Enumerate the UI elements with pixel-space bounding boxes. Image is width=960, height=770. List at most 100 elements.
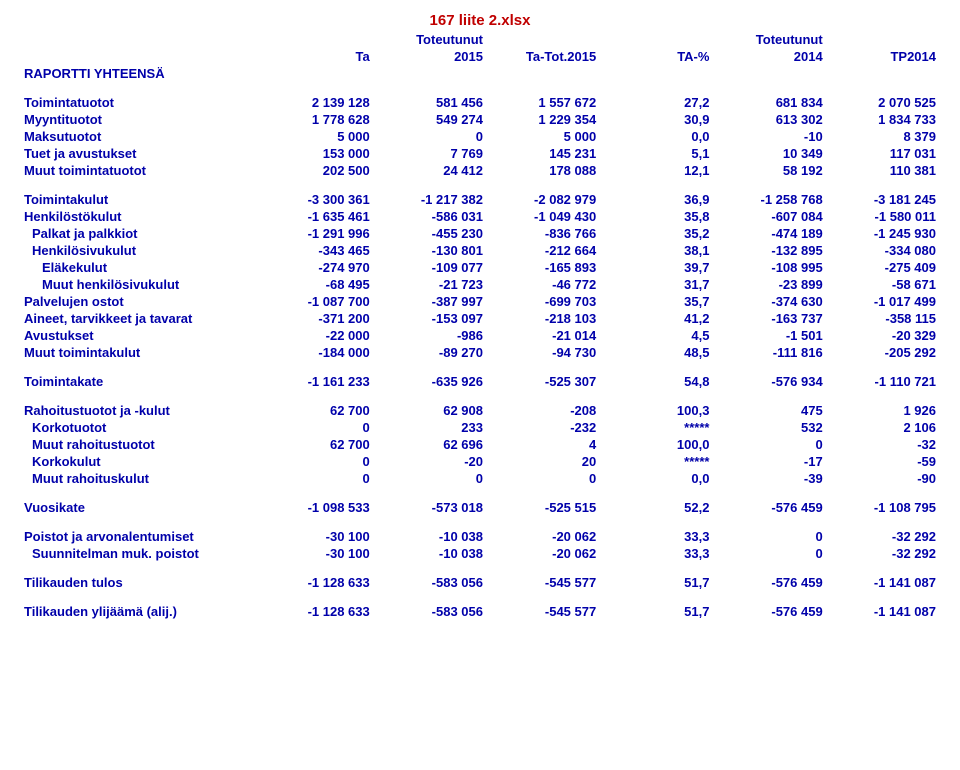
cell-value: -212 664 <box>487 242 600 259</box>
cell-value: 153 000 <box>261 145 374 162</box>
cell-value: 8 379 <box>827 128 940 145</box>
row-label: Muut rahoitustuotot <box>20 436 261 453</box>
table-row: Toimintakate-1 161 233-635 926-525 30754… <box>20 373 940 390</box>
cell-value: 27,2 <box>600 94 713 111</box>
row-label: Avustukset <box>20 327 261 344</box>
cell-value: -58 671 <box>827 276 940 293</box>
cell-value: 0 <box>261 470 374 487</box>
cell-value: -32 292 <box>827 545 940 562</box>
cell-value: -165 893 <box>487 259 600 276</box>
cell-value: 35,8 <box>600 208 713 225</box>
cell-value: 0,0 <box>600 470 713 487</box>
cell-value: 1 778 628 <box>261 111 374 128</box>
row-label: Toimintatuotot <box>20 94 261 111</box>
cell-value: -374 630 <box>713 293 826 310</box>
cell-value: 475 <box>713 402 826 419</box>
spacer-row <box>20 179 940 191</box>
cell-value: -23 899 <box>713 276 826 293</box>
cell-value: 532 <box>713 419 826 436</box>
cell-value: 36,9 <box>600 191 713 208</box>
row-label: Toimintakate <box>20 373 261 390</box>
row-label: Vuosikate <box>20 499 261 516</box>
table-row: Muut toimintatuotot202 50024 412178 0881… <box>20 162 940 179</box>
cell-value: -20 062 <box>487 545 600 562</box>
cell-value: -20 062 <box>487 528 600 545</box>
cell-value: -525 515 <box>487 499 600 516</box>
cell-value: -21 014 <box>487 327 600 344</box>
table-row: Suunnitelman muk. poistot-30 100-10 038-… <box>20 545 940 562</box>
cell-value: 33,3 <box>600 528 713 545</box>
cell-value: -1 141 087 <box>827 574 940 591</box>
cell-value: 62 700 <box>261 436 374 453</box>
cell-value: 62 700 <box>261 402 374 419</box>
cell-value: -94 730 <box>487 344 600 361</box>
spacer-row <box>20 390 940 402</box>
row-label: Palkat ja palkkiot <box>20 225 261 242</box>
hdr-col4-r1 <box>600 31 713 48</box>
cell-value: 145 231 <box>487 145 600 162</box>
cell-value: -10 038 <box>374 528 487 545</box>
cell-value: 0 <box>713 545 826 562</box>
cell-value: -1 258 768 <box>713 191 826 208</box>
cell-value: -576 934 <box>713 373 826 390</box>
cell-value: 5,1 <box>600 145 713 162</box>
cell-value: 1 834 733 <box>827 111 940 128</box>
cell-value: 54,8 <box>600 373 713 390</box>
table-row: Korkokulut0-2020*****-17-59 <box>20 453 940 470</box>
hdr-col1-r1 <box>261 31 374 48</box>
table-row: Muut toimintakulut-184 000-89 270-94 730… <box>20 344 940 361</box>
cell-value: -39 <box>713 470 826 487</box>
cell-value: -20 <box>374 453 487 470</box>
cell-value: -208 <box>487 402 600 419</box>
spacer-row <box>20 516 940 528</box>
hdr-col-tp2014: TP2014 <box>827 48 940 65</box>
table-body: Toimintatuotot2 139 128581 4561 557 6722… <box>20 82 940 620</box>
cell-value: -3 300 361 <box>261 191 374 208</box>
cell-value: -1 128 633 <box>261 603 374 620</box>
page-container: 167 liite 2.xlsx Toteutunut Toteutunut T… <box>0 0 960 640</box>
hdr-col3-r1 <box>487 31 600 48</box>
table-row: Maksutuotot5 00005 0000,0-108 379 <box>20 128 940 145</box>
cell-value: 38,1 <box>600 242 713 259</box>
cell-value: 2 070 525 <box>827 94 940 111</box>
spacer-row <box>20 361 940 373</box>
cell-value: 2 106 <box>827 419 940 436</box>
table-row: Rahoitustuotot ja -kulut62 70062 908-208… <box>20 402 940 419</box>
cell-value: -22 000 <box>261 327 374 344</box>
cell-value: 2 139 128 <box>261 94 374 111</box>
cell-value: 62 908 <box>374 402 487 419</box>
cell-value: -1 580 011 <box>827 208 940 225</box>
row-label: Korkokulut <box>20 453 261 470</box>
cell-value: 52,2 <box>600 499 713 516</box>
cell-value: -1 049 430 <box>487 208 600 225</box>
header-row-2: Ta 2015 Ta-Tot.2015 TA-% 2014 TP2014 <box>20 48 940 65</box>
hdr-blank2 <box>20 48 261 65</box>
cell-value: -163 737 <box>713 310 826 327</box>
cell-value: 0 <box>713 436 826 453</box>
table-row: Palkat ja palkkiot-1 291 996-455 230-836… <box>20 225 940 242</box>
table-row: Poistot ja arvonalentumiset-30 100-10 03… <box>20 528 940 545</box>
cell-value: 31,7 <box>600 276 713 293</box>
cell-value: -583 056 <box>374 603 487 620</box>
table-row: Muut henkilösivukulut-68 495-21 723-46 7… <box>20 276 940 293</box>
cell-value: 51,7 <box>600 603 713 620</box>
cell-value: 613 302 <box>713 111 826 128</box>
row-label: Henkilösivukulut <box>20 242 261 259</box>
cell-value: 549 274 <box>374 111 487 128</box>
cell-value: 0 <box>374 128 487 145</box>
hdr-blank <box>20 31 261 48</box>
cell-value: -1 141 087 <box>827 603 940 620</box>
cell-value: -275 409 <box>827 259 940 276</box>
cell-value: -986 <box>374 327 487 344</box>
cell-value: -59 <box>827 453 940 470</box>
cell-value: -1 017 499 <box>827 293 940 310</box>
table-row: Palvelujen ostot-1 087 700-387 997-699 7… <box>20 293 940 310</box>
table-row: Henkilöstökulut-1 635 461-586 031-1 049 … <box>20 208 940 225</box>
hdr-col-ta: Ta <box>261 48 374 65</box>
cell-value: -32 292 <box>827 528 940 545</box>
cell-value: -232 <box>487 419 600 436</box>
cell-value: -1 161 233 <box>261 373 374 390</box>
cell-value: -583 056 <box>374 574 487 591</box>
cell-value: -108 995 <box>713 259 826 276</box>
cell-value: 0 <box>261 419 374 436</box>
